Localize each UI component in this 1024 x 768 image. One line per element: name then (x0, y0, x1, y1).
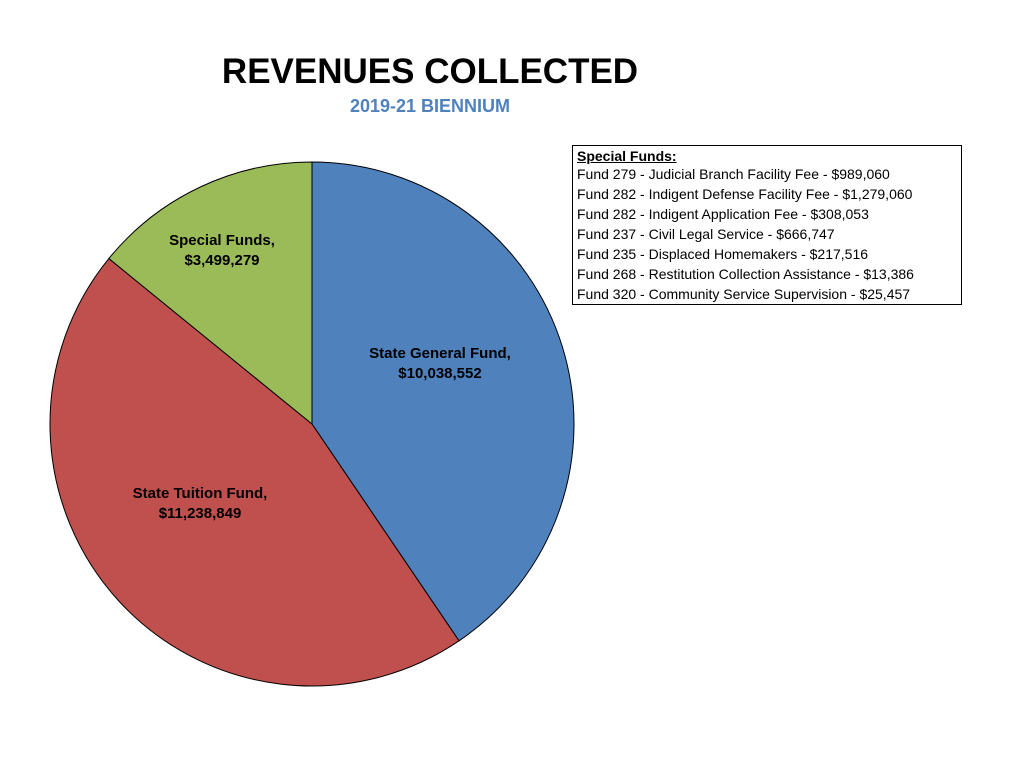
slice-value-label: $11,238,849 (159, 505, 242, 522)
legend-item: Fund 237 - Civil Legal Service - $666,74… (577, 226, 835, 242)
pie-labels: State General Fund, $10,038,552 State Tuit… (133, 232, 511, 522)
legend-item: Fund 320 - Community Service Supervision… (577, 286, 911, 302)
legend-item: Fund 282 - Indigent Defense Facility Fee… (577, 186, 913, 202)
slice-state-tuition-fund (49, 257, 460, 687)
legend-item: Fund 279 - Judicial Branch Facility Fee … (577, 166, 890, 182)
slice-state-general-fund (311, 161, 575, 642)
pie-slices (49, 161, 575, 687)
chart-title: REVENUES COLLECTED (221, 52, 639, 91)
special-funds-legend: Special Funds: Fund 279 - Judicial Branc… (572, 145, 962, 305)
legend-heading: Special Funds: (577, 148, 677, 164)
slice-label: Special Funds, (169, 232, 275, 249)
legend-item: Fund 268 - Restitution Collection Assist… (577, 266, 914, 282)
slice-value-label: $3,499,279 (184, 252, 259, 269)
slice-label: State Tuition Fund, (133, 485, 268, 502)
slice-value-label: $10,038,552 (398, 365, 481, 382)
legend-item: Fund 282 - Indigent Application Fee - $3… (577, 206, 869, 222)
slice-label: State General Fund, (369, 345, 511, 362)
chart-subtitle: 2019-21 BIENNIUM (349, 96, 511, 116)
slice-special-funds (108, 161, 313, 426)
legend-item: Fund 235 - Displaced Homemakers - $217,5… (577, 246, 869, 262)
